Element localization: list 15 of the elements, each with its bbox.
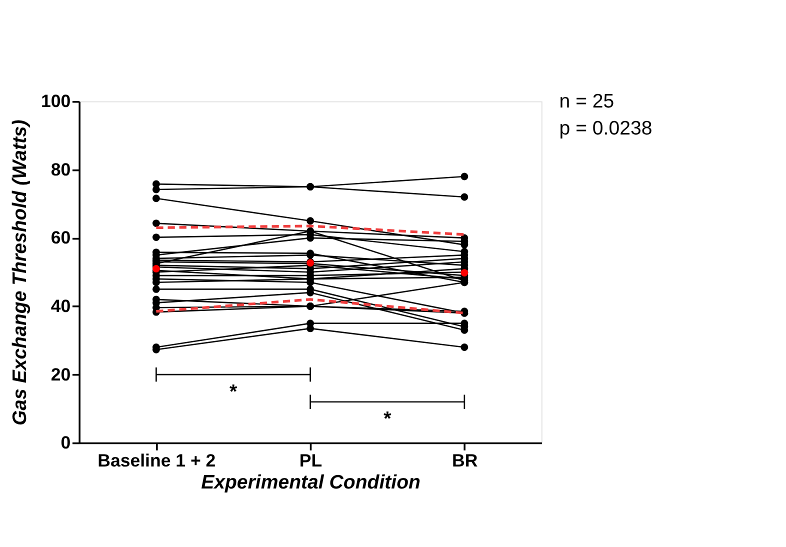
y-tick-label: 60 bbox=[50, 228, 71, 248]
y-tick-label: 80 bbox=[50, 159, 71, 180]
text: n = 25 bbox=[559, 90, 614, 113]
y-tick-label: 40 bbox=[50, 296, 71, 316]
text: p = 0.0238 bbox=[559, 117, 652, 140]
annotation: * bbox=[384, 408, 392, 430]
y-axis-title: Gas Exchange Threshold (Watts) bbox=[8, 120, 31, 426]
annotation: * bbox=[229, 380, 238, 403]
y-tick-label: 20 bbox=[50, 364, 71, 384]
y-tick-label: 0 bbox=[60, 432, 71, 453]
x-axis-title: Experimental Condition bbox=[201, 472, 420, 494]
x-tick-label: BR bbox=[452, 450, 478, 470]
x-tick-label: Baseline 1 + 2 bbox=[98, 450, 216, 470]
x-tick-label: PL bbox=[299, 450, 322, 470]
y-tick-label: 100 bbox=[41, 91, 71, 112]
